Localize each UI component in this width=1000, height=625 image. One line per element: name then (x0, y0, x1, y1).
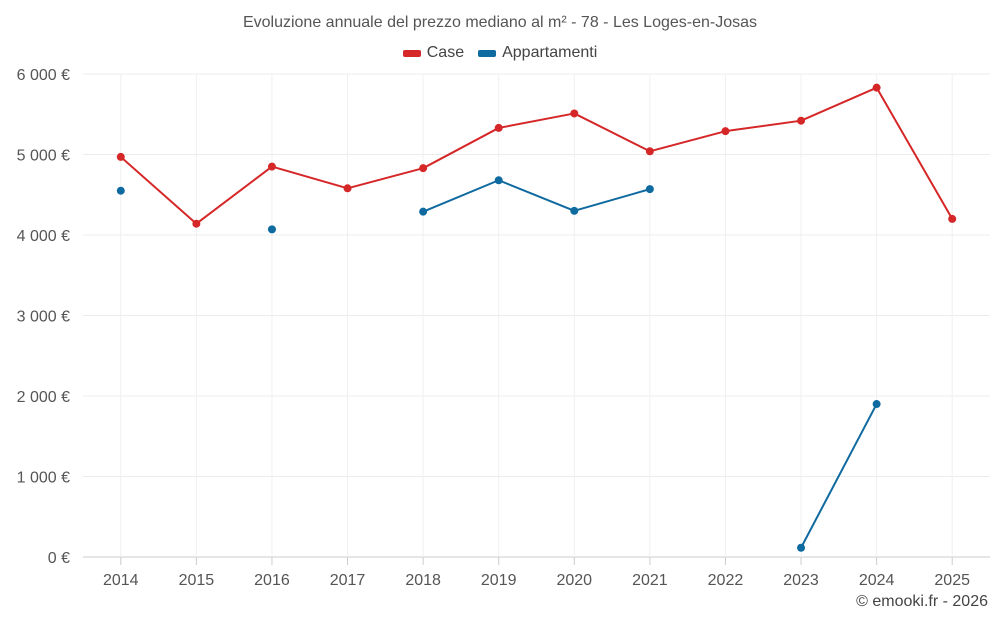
legend-swatch-case (402, 49, 421, 57)
y-tick-label: 5 000 € (17, 148, 70, 165)
data-point-appartamenti (494, 176, 503, 185)
series-line-appartamenti (800, 403, 878, 549)
series-line-case (120, 86, 954, 225)
x-tick-label: 2019 (481, 572, 517, 589)
x-tick-label: 2016 (254, 572, 290, 589)
data-point-appartamenti (419, 207, 428, 216)
data-point-case (645, 147, 654, 156)
data-point-case (797, 116, 806, 125)
data-point-appartamenti (267, 225, 276, 234)
legend-swatch-appartamenti (478, 49, 497, 57)
y-tick-label: 1 000 € (17, 470, 70, 487)
data-point-appartamenti (645, 185, 654, 194)
x-tick-label: 2014 (103, 572, 139, 589)
data-point-appartamenti (872, 400, 881, 409)
x-tick-label: 2021 (632, 572, 668, 589)
data-point-case (192, 219, 201, 228)
x-tick-label: 2022 (708, 572, 744, 589)
data-point-case (721, 127, 730, 136)
series-line-appartamenti (422, 179, 651, 213)
legend-item-appartamenti[interactable]: Appartamenti (478, 44, 597, 62)
y-tick-label: 0 € (48, 550, 70, 567)
data-point-case (570, 109, 579, 118)
x-tick-label: 2018 (405, 572, 441, 589)
y-tick-label: 4 000 € (17, 228, 70, 245)
legend-label-appartamenti: Appartamenti (502, 44, 598, 61)
y-tick-label: 2 000 € (17, 389, 70, 406)
x-tick-label: 2024 (859, 572, 895, 589)
chart-title: Evoluzione annuale del prezzo mediano al… (242, 14, 758, 31)
legend-item-case[interactable]: Case (402, 44, 465, 62)
data-point-case (419, 164, 428, 173)
chart-legend: Case Appartamenti (0, 44, 1000, 62)
x-tick-label: 2017 (330, 572, 366, 589)
data-point-case (948, 214, 957, 223)
data-point-case (267, 162, 276, 171)
data-point-case (872, 83, 881, 92)
x-tick-label: 2015 (179, 572, 215, 589)
data-point-appartamenti (570, 206, 579, 215)
legend-label-case: Case (426, 44, 465, 61)
x-tick-label: 2023 (783, 572, 819, 589)
data-point-case (343, 184, 352, 193)
data-point-case (494, 123, 503, 132)
x-tick-label: 2025 (934, 572, 970, 589)
y-tick-label: 6 000 € (17, 67, 70, 84)
credit-text: © emooki.fr - 2026 (856, 593, 988, 610)
x-tick-label: 2020 (556, 572, 592, 589)
y-tick-label: 3 000 € (17, 309, 70, 326)
data-point-appartamenti (797, 543, 806, 552)
data-point-case (116, 152, 125, 161)
data-point-appartamenti (116, 186, 125, 195)
